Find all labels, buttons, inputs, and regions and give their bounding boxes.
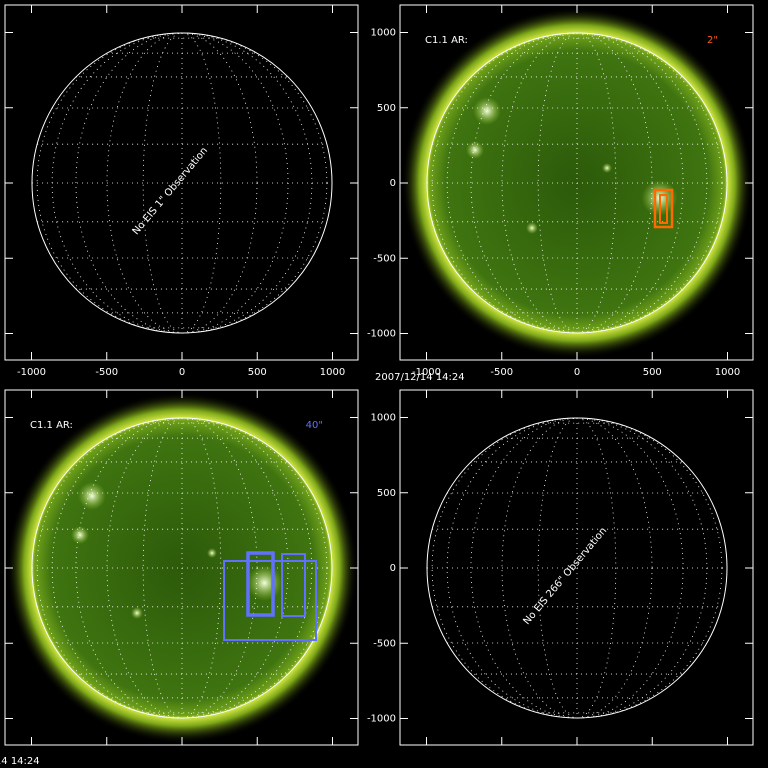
y-tick-label: -500 [373,638,396,649]
x-tick-label: 1000 [715,367,740,378]
resolution: 2" [707,35,718,46]
resolution: 40" [306,420,323,431]
x-tick-label: 1000 [320,367,345,378]
bright-region [466,141,484,159]
x-tick-label: -1000 [412,367,441,378]
panel-content [401,7,753,359]
timestamp: 2007/12/14 14:24 [0,756,40,767]
y-tick-label: 0 [390,178,396,189]
y-tick-label: -1000 [367,329,396,340]
meridian [36,417,328,719]
bright-region [207,548,217,558]
panel: -1000 -1000 -500 -500 0 0 500 500 1000 1000 C1.1 A… [367,4,754,383]
meridian [537,32,617,334]
eis-slit [659,194,668,224]
meridian [36,32,328,334]
panel: -1000 -500 0 500 1000 No EIS 266" Observation [367,389,754,746]
bright-region [473,97,501,125]
bright-region [246,565,283,601]
timestamp: 2007/12/14 14:24 [375,372,465,383]
bright-region [71,526,89,544]
y-tick-label: 500 [377,103,396,114]
eis-box [653,188,674,229]
bright-region [78,482,106,510]
eis-box [246,551,275,617]
label: C1.1 AR: [30,420,73,431]
x-tick-label: 500 [643,367,662,378]
message: No EIS 266" Observation [522,526,610,628]
y-tick-label: -1000 [367,714,396,725]
y-tick-label: 500 [377,488,396,499]
bright-region [526,222,538,234]
panel-content [426,417,728,719]
y-tick-label: -500 [373,253,396,264]
panel: C1.1 AR: 40" 2007/12/14 14:24 [0,389,359,767]
meridian [75,417,289,719]
message: No EIS 1" Observation [131,145,211,237]
x-tick-label: -1000 [17,367,46,378]
x-tick-label: 0 [574,367,580,378]
panel-content [31,32,333,334]
y-tick-label: 1000 [371,413,396,424]
meridian [470,417,684,719]
eis-box [281,553,306,617]
meridian [470,32,684,334]
y-tick-label: 1000 [371,28,396,39]
eis-box [223,560,317,641]
panel: -1000 -500 0 500 1000 No EIS 1" Observation [4,4,359,378]
label: C1.1 AR: [425,35,468,46]
bright-region [602,163,612,173]
panel-content [6,392,358,744]
meridian [537,417,617,719]
meridian [75,32,289,334]
meridian [142,32,222,334]
x-tick-label: 0 [179,367,185,378]
y-tick-label: 0 [390,563,396,574]
x-tick-label: -500 [95,367,118,378]
meridian [142,417,222,719]
x-tick-label: 500 [248,367,267,378]
x-tick-label: -500 [490,367,513,378]
bright-region [131,607,143,619]
